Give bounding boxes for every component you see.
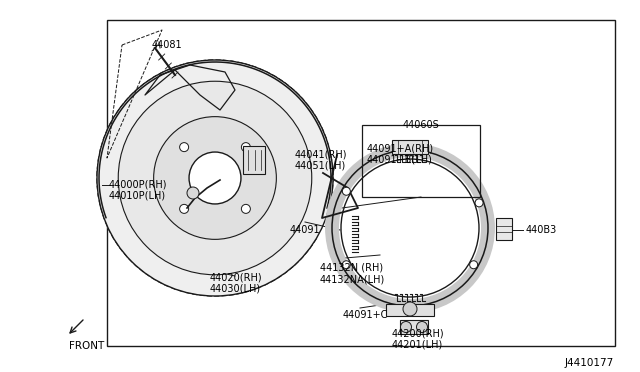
Bar (386, 304, 434, 316)
Bar (392, 140, 428, 154)
Circle shape (118, 81, 312, 275)
Polygon shape (97, 60, 333, 296)
Circle shape (180, 204, 189, 214)
Circle shape (470, 261, 477, 269)
Text: 44091+C: 44091+C (343, 310, 388, 320)
Text: 44081: 44081 (152, 40, 182, 50)
Text: 44060S: 44060S (403, 120, 440, 130)
Circle shape (342, 187, 350, 195)
Bar (496, 218, 512, 240)
Text: 44091: 44091 (290, 225, 321, 235)
Circle shape (342, 261, 350, 269)
Bar (243, 146, 265, 174)
Text: 44020(RH)
44030(LH): 44020(RH) 44030(LH) (210, 272, 262, 294)
Circle shape (180, 142, 189, 152)
Circle shape (417, 321, 428, 333)
Circle shape (154, 117, 276, 239)
Circle shape (187, 187, 199, 199)
Circle shape (97, 60, 333, 296)
Circle shape (401, 321, 412, 333)
Text: 44000P(RH)
44010P(LH): 44000P(RH) 44010P(LH) (109, 179, 168, 201)
Circle shape (189, 152, 241, 204)
Bar (362, 125, 480, 197)
Text: 44091+A(RH)
44091+B(LH): 44091+A(RH) 44091+B(LH) (367, 143, 434, 164)
Circle shape (403, 302, 417, 316)
Text: FRONT: FRONT (69, 341, 104, 351)
Circle shape (241, 204, 250, 214)
Text: J4410177: J4410177 (565, 358, 614, 368)
Bar (107, 20, 615, 346)
Bar (400, 320, 428, 334)
Text: 440B3: 440B3 (526, 225, 557, 235)
Text: 44132N (RH)
44132NA(LH): 44132N (RH) 44132NA(LH) (320, 263, 385, 285)
Text: 44041(RH)
44051(LH): 44041(RH) 44051(LH) (295, 149, 348, 171)
Circle shape (475, 199, 483, 207)
Circle shape (241, 142, 250, 152)
Text: 44200(RH)
44201(LH): 44200(RH) 44201(LH) (392, 328, 445, 350)
